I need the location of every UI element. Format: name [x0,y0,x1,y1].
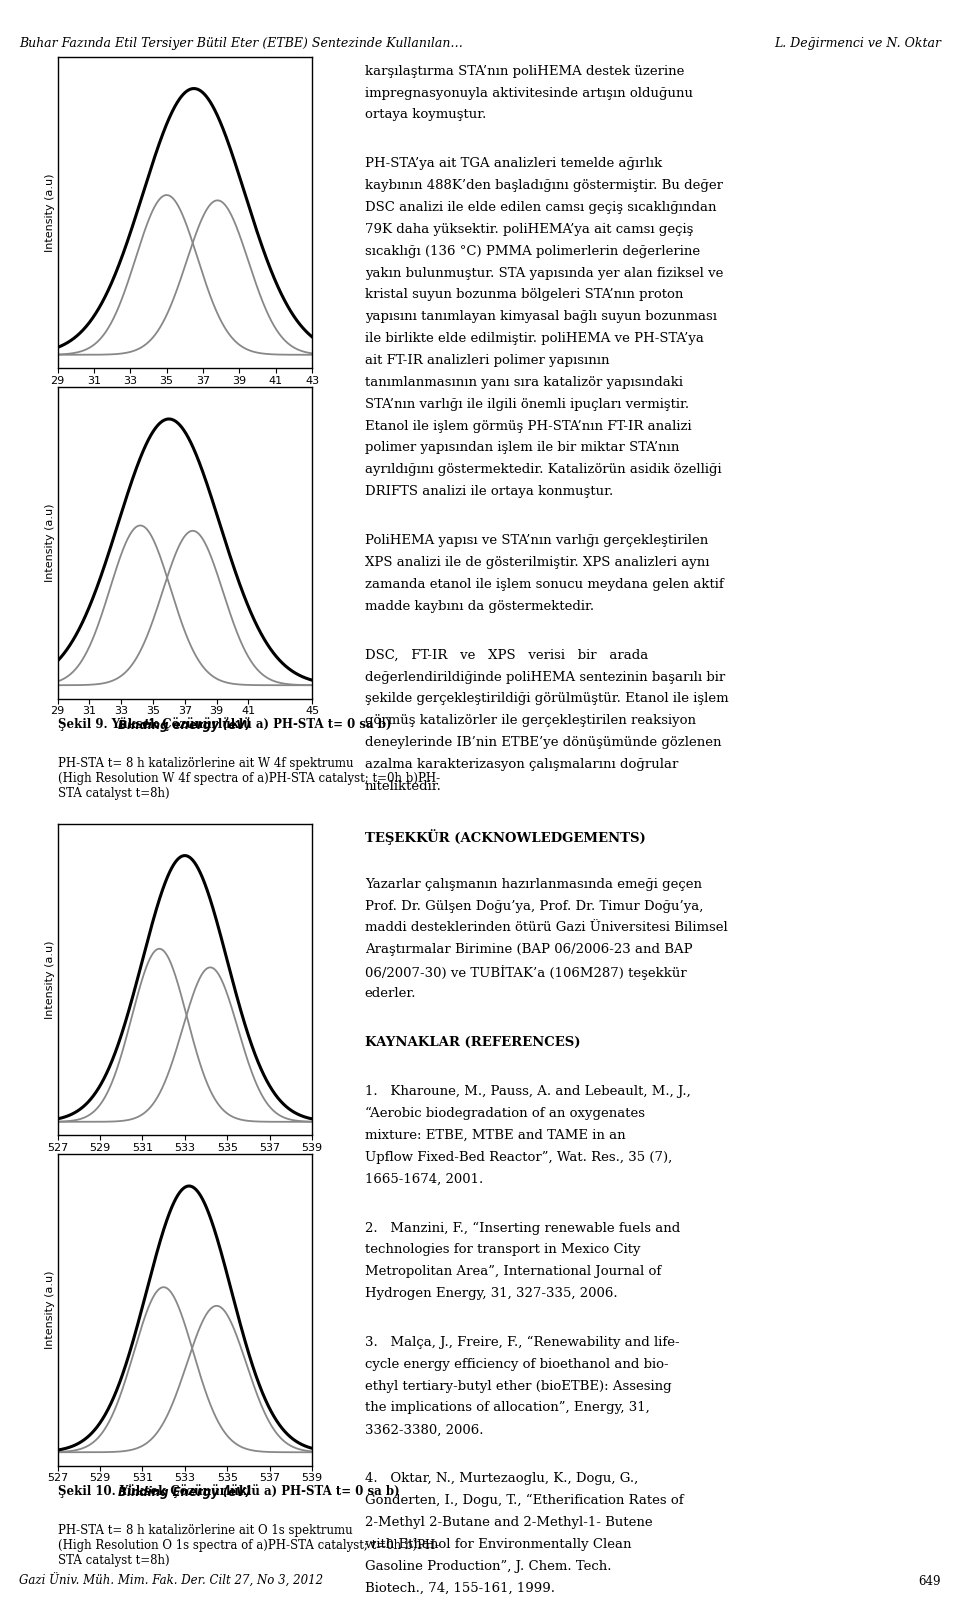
Text: ile birlikte elde edilmiştir. poliHEMA ve PH-STA’ya: ile birlikte elde edilmiştir. poliHEMA v… [365,331,704,344]
Text: PH-STA’ya ait TGA analizleri temelde ağırlık: PH-STA’ya ait TGA analizleri temelde ağı… [365,157,662,170]
Text: Buhar Fazında Etil Tersiyer Bütil Eter (ETBE) Sentezinde Kullanılan…: Buhar Fazında Etil Tersiyer Bütil Eter (… [19,37,463,50]
Text: DSC,   FT-IR   ve   XPS   verisi   bir   arada: DSC, FT-IR ve XPS verisi bir arada [365,648,648,661]
Text: polimer yapısından işlem ile bir miktar STA’nın: polimer yapısından işlem ile bir miktar … [365,441,679,454]
Text: madde kaybını da göstermektedir.: madde kaybını da göstermektedir. [365,600,594,613]
Text: ethyl tertiary-butyl ether (bioETBE): Assesing: ethyl tertiary-butyl ether (bioETBE): As… [365,1379,671,1392]
Text: yapısını tanımlayan kimyasal bağlı suyun bozunması: yapısını tanımlayan kimyasal bağlı suyun… [365,310,717,323]
Text: Gazi Üniv. Müh. Mim. Fak. Der. Cilt 27, No 3, 2012: Gazi Üniv. Müh. Mim. Fak. Der. Cilt 27, … [19,1573,324,1588]
Y-axis label: Intensity (a.u): Intensity (a.u) [45,173,55,252]
Text: azalma karakterizasyon çalışmalarını doğrular: azalma karakterizasyon çalışmalarını doğ… [365,758,678,771]
Text: kristal suyun bozunma bölgeleri STA’nın proton: kristal suyun bozunma bölgeleri STA’nın … [365,288,684,301]
Text: 06/2007-30) ve TUBİTAK’a (106M287) teşekkür: 06/2007-30) ve TUBİTAK’a (106M287) teşek… [365,965,686,980]
Y-axis label: Intensity (a.u): Intensity (a.u) [45,939,55,1019]
X-axis label: Binding energy (eV): Binding energy (eV) [118,388,252,401]
Text: sıcaklığı (136 °C) PMMA polimerlerin değerlerine: sıcaklığı (136 °C) PMMA polimerlerin değ… [365,244,700,257]
Text: with Ethanol for Environmentally Clean: with Ethanol for Environmentally Clean [365,1538,632,1551]
Text: Araştırmalar Birimine (BAP 06/2006-23 and BAP: Araştırmalar Birimine (BAP 06/2006-23 an… [365,943,692,956]
Text: technologies for transport in Mexico City: technologies for transport in Mexico Cit… [365,1243,640,1256]
Text: ayrıldığını göstermektedir. Katalizörün asidik özelliği: ayrıldığını göstermektedir. Katalizörün … [365,464,721,477]
Text: 649: 649 [919,1575,941,1588]
Text: 1.   Kharoune, M., Pauss, A. and Lebeault, M., J.,: 1. Kharoune, M., Pauss, A. and Lebeault,… [365,1085,690,1098]
Y-axis label: Intensity (a.u): Intensity (a.u) [45,503,55,582]
Text: DSC analizi ile elde edilen camsı geçiş sıcaklığından: DSC analizi ile elde edilen camsı geçiş … [365,201,716,213]
Text: PH-STA t= 8 h katalizörlerine ait O 1s spektrumu
(High Resolution O 1s spectra o: PH-STA t= 8 h katalizörlerine ait O 1s s… [58,1523,439,1567]
Text: impregnasyonuyla aktivitesinde artışın olduğunu: impregnasyonuyla aktivitesinde artışın o… [365,87,693,100]
Text: Upflow Fixed-Bed Reactor”, Wat. Res., 35 (7),: Upflow Fixed-Bed Reactor”, Wat. Res., 35… [365,1151,672,1164]
Text: maddi desteklerinden ötürü Gazi Üniversitesi Bilimsel: maddi desteklerinden ötürü Gazi Üniversi… [365,922,728,935]
Text: XPS analizi ile de gösterilmiştir. XPS analizleri aynı: XPS analizi ile de gösterilmiştir. XPS a… [365,556,709,569]
Text: cycle energy efficiency of bioethanol and bio-: cycle energy efficiency of bioethanol an… [365,1358,668,1371]
Text: PH-STA t= 8 h katalizörlerine ait W 4f spektrumu
(High Resolution W 4f spectra o: PH-STA t= 8 h katalizörlerine ait W 4f s… [58,757,440,800]
Text: görmüş katalizörler ile gerçekleştirilen reaksiyon: görmüş katalizörler ile gerçekleştirilen… [365,715,696,728]
X-axis label: Binding energy (eV): Binding energy (eV) [118,720,252,733]
Text: TEŞEKKÜR (ACKNOWLEDGEMENTS): TEŞEKKÜR (ACKNOWLEDGEMENTS) [365,830,645,844]
Text: Gasoline Production”, J. Chem. Tech.: Gasoline Production”, J. Chem. Tech. [365,1560,612,1573]
Text: Metropolitan Area”, International Journal of: Metropolitan Area”, International Journa… [365,1264,661,1277]
Text: mixture: ETBE, MTBE and TAME in an: mixture: ETBE, MTBE and TAME in an [365,1129,625,1142]
Text: karşılaştırma STA’nın poliHEMA destek üzerine: karşılaştırma STA’nın poliHEMA destek üz… [365,65,684,78]
Y-axis label: Intensity (a.u): Intensity (a.u) [45,1271,55,1349]
Text: the implications of allocation”, Energy, 31,: the implications of allocation”, Energy,… [365,1402,650,1415]
Text: Prof. Dr. Gülşen Doğu’ya, Prof. Dr. Timur Doğu’ya,: Prof. Dr. Gülşen Doğu’ya, Prof. Dr. Timu… [365,899,703,912]
Text: yakın bulunmuştur. STA yapısında yer alan fiziksel ve: yakın bulunmuştur. STA yapısında yer ala… [365,267,723,280]
Text: kaybının 488K’den başladığını göstermiştir. Bu değer: kaybının 488K’den başladığını göstermişt… [365,179,723,192]
Text: Şekil 9. Yüksek Çözünürlüklü a) PH-STA t= 0 sa b): Şekil 9. Yüksek Çözünürlüklü a) PH-STA t… [58,718,391,731]
Text: 79K daha yüksektir. poliHEMA’ya ait camsı geçiş: 79K daha yüksektir. poliHEMA’ya ait cams… [365,223,693,236]
Text: şekilde gerçekleştirildiği görülmüştür. Etanol ile işlem: şekilde gerçekleştirildiği görülmüştür. … [365,692,729,705]
Text: Gonderten, I., Dogu, T., “Etherification Rates of: Gonderten, I., Dogu, T., “Etherification… [365,1494,684,1507]
Text: 2.   Manzini, F., “Inserting renewable fuels and: 2. Manzini, F., “Inserting renewable fue… [365,1221,680,1234]
X-axis label: Binding Energy (eV): Binding Energy (eV) [118,1486,252,1499]
Text: niteliktedir.: niteliktedir. [365,779,442,792]
Text: 4.   Oktar, N., Murtezaoglu, K., Dogu, G.,: 4. Oktar, N., Murtezaoglu, K., Dogu, G., [365,1471,638,1486]
Text: 2-Methyl 2-Butane and 2-Methyl-1- Butene: 2-Methyl 2-Butane and 2-Methyl-1- Butene [365,1517,653,1530]
Text: KAYNAKLAR (REFERENCES): KAYNAKLAR (REFERENCES) [365,1036,580,1049]
Text: L. Değirmenci ve N. Oktar: L. Değirmenci ve N. Oktar [774,37,941,50]
Text: 1665-1674, 2001.: 1665-1674, 2001. [365,1172,483,1185]
Text: PoliHEMA yapısı ve STA’nın varlığı gerçekleştirilen: PoliHEMA yapısı ve STA’nın varlığı gerçe… [365,534,708,547]
Text: Yazarlar çalışmanın hazırlanmasında emeği geçen: Yazarlar çalışmanın hazırlanmasında emeğ… [365,878,702,891]
Text: zamanda etanol ile işlem sonucu meydana gelen aktif: zamanda etanol ile işlem sonucu meydana … [365,577,724,590]
Text: Etanol ile işlem görmüş PH-STA’nın FT-IR analizi: Etanol ile işlem görmüş PH-STA’nın FT-IR… [365,419,691,433]
Text: ortaya koymuştur.: ortaya koymuştur. [365,108,486,121]
Text: DRIFTS analizi ile ortaya konmuştur.: DRIFTS analizi ile ortaya konmuştur. [365,485,613,498]
Text: STA’nın varlığı ile ilgili önemli ipuçları vermiştir.: STA’nın varlığı ile ilgili önemli ipuçla… [365,398,689,411]
Text: 3362-3380, 2006.: 3362-3380, 2006. [365,1423,483,1436]
Text: “Aerobic biodegradation of an oxygenates: “Aerobic biodegradation of an oxygenates [365,1106,645,1121]
Text: 3.   Malça, J., Freire, F., “Renewability and life-: 3. Malça, J., Freire, F., “Renewability … [365,1336,680,1349]
Text: Şekil 10. Yüksek Çözünürlüklü a) PH-STA t= 0 sa b): Şekil 10. Yüksek Çözünürlüklü a) PH-STA … [58,1484,399,1499]
Text: değerlendirildiğinde poliHEMA sentezinin başarılı bir: değerlendirildiğinde poliHEMA sentezinin… [365,671,725,684]
Text: tanımlanmasının yanı sıra katalizör yapısındaki: tanımlanmasının yanı sıra katalizör yapı… [365,375,683,388]
Text: Hydrogen Energy, 31, 327-335, 2006.: Hydrogen Energy, 31, 327-335, 2006. [365,1287,617,1300]
Text: ait FT-IR analizleri polimer yapısının: ait FT-IR analizleri polimer yapısının [365,354,610,367]
X-axis label: Binding energy (eV): Binding energy (eV) [118,1156,252,1169]
Text: deneylerinde IB’nin ETBE’ye dönüşümünde gözlenen: deneylerinde IB’nin ETBE’ye dönüşümünde … [365,736,721,749]
Text: Biotech., 74, 155-161, 1999.: Biotech., 74, 155-161, 1999. [365,1581,555,1594]
Text: ederler.: ederler. [365,986,417,999]
